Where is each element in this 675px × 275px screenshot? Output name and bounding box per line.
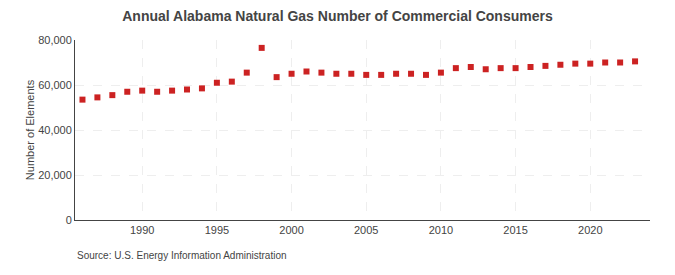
svg-text:2010: 2010 xyxy=(429,224,453,236)
svg-text:2020: 2020 xyxy=(578,224,602,236)
svg-text:20,000: 20,000 xyxy=(38,169,72,181)
svg-text:60,000: 60,000 xyxy=(38,79,72,91)
svg-text:Annual Alabama Natural Gas Num: Annual Alabama Natural Gas Number of Com… xyxy=(122,8,553,24)
svg-text:2005: 2005 xyxy=(354,224,378,236)
svg-text:1990: 1990 xyxy=(130,224,154,236)
svg-text:2015: 2015 xyxy=(503,224,527,236)
svg-text:2000: 2000 xyxy=(279,224,303,236)
svg-text:0: 0 xyxy=(66,214,72,226)
svg-text:1995: 1995 xyxy=(205,224,229,236)
svg-text:Source: U.S. Energy Informatio: Source: U.S. Energy Information Administ… xyxy=(77,250,287,261)
svg-text:80,000: 80,000 xyxy=(38,34,72,46)
svg-text:40,000: 40,000 xyxy=(38,124,72,136)
svg-text:Number of Elements: Number of Elements xyxy=(24,79,36,180)
